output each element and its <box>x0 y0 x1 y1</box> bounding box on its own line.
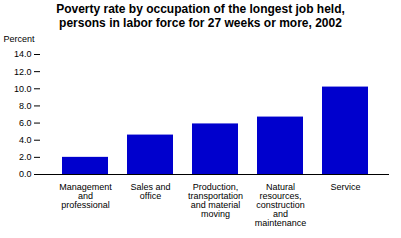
svg-text:Managementandprofessional: Managementandprofessional <box>59 182 112 210</box>
svg-text:6.0: 6.0 <box>19 118 32 128</box>
svg-text:Percent: Percent <box>4 34 36 44</box>
html-text:Poverty rate by occupation of: Poverty rate by occupation of the longes… <box>56 2 345 30</box>
svg-text:Production,transportationand m: Production,transportationand materialmov… <box>188 182 243 219</box>
svg-text:2.0: 2.0 <box>19 152 32 162</box>
svg-text:Sales andoffice: Sales andoffice <box>130 182 170 201</box>
svg-text:14.0: 14.0 <box>14 49 32 59</box>
svg-text:10.0: 10.0 <box>14 84 32 94</box>
svg-text:4.0: 4.0 <box>19 135 32 145</box>
svg-text:0.0: 0.0 <box>19 169 32 179</box>
svg-text:8.0: 8.0 <box>19 101 32 111</box>
svg-text:12.0: 12.0 <box>14 67 32 77</box>
svg-text:Service: Service <box>330 182 360 192</box>
svg-text:Naturalresources,constructiona: Naturalresources,constructionandmaintena… <box>255 182 307 228</box>
